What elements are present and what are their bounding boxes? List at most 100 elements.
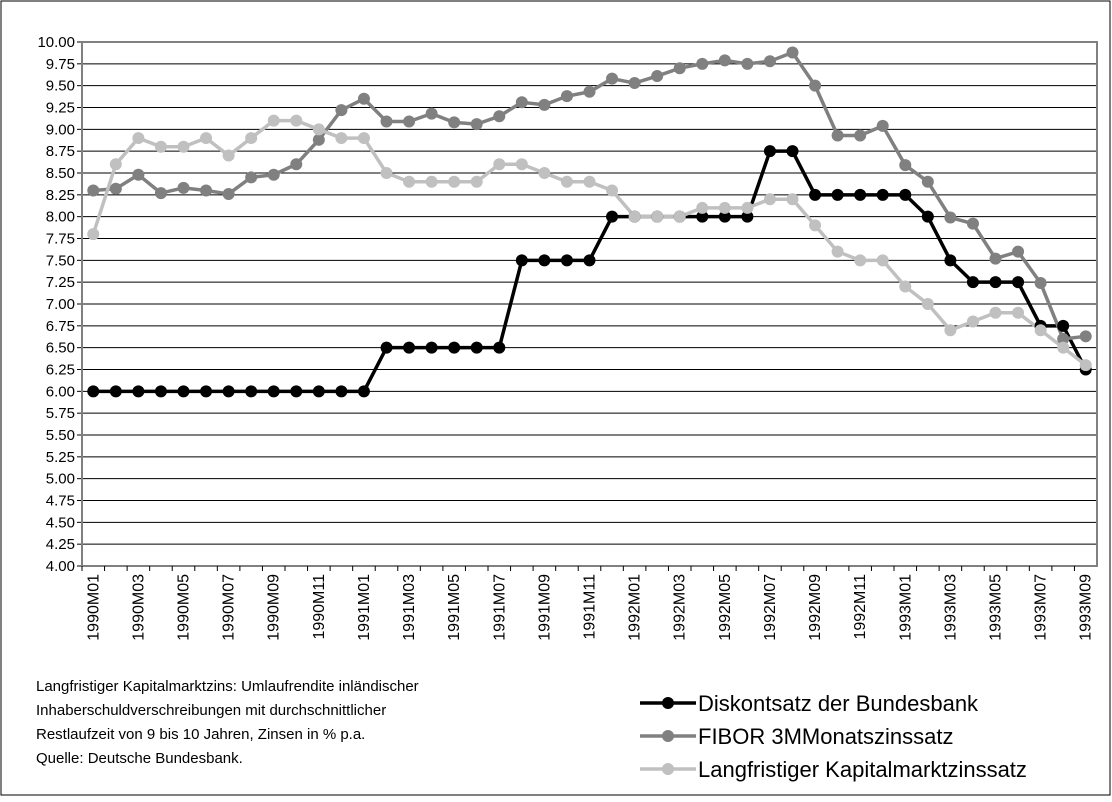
y-tick-label: 5.25 bbox=[46, 449, 75, 466]
data-point bbox=[493, 158, 506, 171]
y-tick-label: 8.00 bbox=[46, 209, 75, 226]
data-point bbox=[696, 201, 709, 214]
data-point bbox=[786, 145, 799, 158]
x-tick-label: 1991M05 bbox=[446, 574, 463, 641]
x-tick-label: 1991M03 bbox=[401, 574, 418, 641]
data-point bbox=[177, 140, 190, 153]
data-point bbox=[921, 210, 934, 223]
data-point bbox=[154, 140, 167, 153]
data-point bbox=[718, 201, 731, 214]
data-point bbox=[109, 158, 122, 171]
data-point bbox=[132, 385, 145, 398]
data-point bbox=[448, 175, 461, 188]
data-point bbox=[267, 385, 280, 398]
data-point bbox=[245, 385, 258, 398]
data-point bbox=[809, 188, 822, 201]
x-tick-label: 1991M09 bbox=[536, 574, 553, 641]
data-point bbox=[651, 210, 664, 223]
data-point bbox=[1034, 324, 1047, 337]
legend-label: Diskontsatz der Bundesbank bbox=[698, 691, 979, 716]
data-point bbox=[606, 210, 619, 223]
data-point bbox=[403, 175, 416, 188]
data-point bbox=[109, 385, 122, 398]
y-tick-label: 7.25 bbox=[46, 274, 75, 291]
footnote: Langfristiger Kapitalmarktzins: Umlaufre… bbox=[36, 678, 419, 695]
y-tick-label: 9.50 bbox=[46, 78, 75, 95]
data-point bbox=[763, 55, 776, 68]
data-point bbox=[606, 184, 619, 197]
data-point bbox=[290, 158, 303, 171]
data-point bbox=[312, 133, 325, 146]
data-point bbox=[831, 129, 844, 142]
data-point bbox=[538, 167, 551, 179]
legend-marker bbox=[662, 697, 674, 709]
footnote: Quelle: Deutsche Bundesbank. bbox=[36, 750, 243, 767]
data-point bbox=[560, 175, 573, 188]
data-point bbox=[87, 385, 100, 398]
data-point bbox=[200, 385, 213, 398]
y-tick-label: 6.75 bbox=[46, 318, 75, 335]
data-point bbox=[1079, 359, 1092, 372]
data-point bbox=[921, 298, 934, 310]
data-point bbox=[87, 184, 100, 197]
x-tick-label: 1991M07 bbox=[491, 574, 508, 641]
data-point bbox=[763, 193, 776, 206]
y-tick-label: 9.00 bbox=[46, 121, 75, 138]
data-point bbox=[1057, 341, 1070, 354]
data-point bbox=[583, 175, 596, 188]
data-point bbox=[741, 201, 754, 214]
x-tick-label: 1992M01 bbox=[627, 574, 644, 641]
footnote: Restlaufzeit von 9 bis 10 Jahren, Zinsen… bbox=[36, 726, 365, 743]
y-tick-label: 4.75 bbox=[46, 493, 75, 510]
legend-marker bbox=[662, 763, 674, 775]
data-point bbox=[245, 171, 258, 184]
data-point bbox=[876, 119, 889, 132]
data-point bbox=[966, 217, 979, 230]
data-point bbox=[560, 254, 573, 267]
data-point bbox=[944, 254, 957, 267]
data-point bbox=[132, 168, 145, 181]
x-tick-label: 1990M01 bbox=[85, 574, 102, 641]
data-point bbox=[1034, 277, 1047, 290]
legend-label: Langfristiger Kapitalmarktzinssatz bbox=[698, 757, 1027, 782]
x-tick-label: 1990M09 bbox=[266, 574, 283, 641]
data-point bbox=[899, 280, 912, 293]
data-point bbox=[515, 254, 528, 267]
data-point bbox=[200, 132, 213, 145]
y-tick-label: 6.50 bbox=[46, 340, 75, 357]
data-point bbox=[403, 115, 416, 128]
y-tick-label: 7.75 bbox=[46, 231, 75, 248]
y-tick-label: 8.75 bbox=[46, 143, 75, 160]
data-point bbox=[335, 104, 348, 117]
data-point bbox=[1057, 332, 1070, 345]
y-tick-label: 6.00 bbox=[46, 383, 75, 400]
data-point bbox=[809, 219, 822, 232]
x-tick-label: 1992M07 bbox=[762, 574, 779, 641]
x-tick-label: 1990M07 bbox=[221, 574, 238, 641]
data-point bbox=[560, 90, 573, 103]
x-tick-label: 1992M03 bbox=[672, 574, 689, 641]
data-point bbox=[718, 54, 731, 67]
x-tick-label: 1993M05 bbox=[988, 574, 1005, 641]
x-tick-label: 1990M11 bbox=[311, 574, 328, 640]
y-tick-label: 5.75 bbox=[46, 405, 75, 422]
data-point bbox=[673, 210, 686, 223]
data-point bbox=[380, 115, 393, 128]
data-point bbox=[357, 132, 370, 145]
x-tick-label: 1992M09 bbox=[807, 574, 824, 641]
data-point bbox=[966, 276, 979, 289]
data-point bbox=[966, 315, 979, 328]
data-point bbox=[380, 341, 393, 354]
x-tick-label: 1991M11 bbox=[582, 574, 599, 640]
data-point bbox=[831, 188, 844, 201]
y-tick-label: 4.50 bbox=[46, 514, 75, 531]
data-point bbox=[448, 341, 461, 354]
data-point bbox=[515, 96, 528, 109]
data-point bbox=[718, 210, 731, 223]
data-point bbox=[132, 132, 145, 145]
y-tick-label: 4.25 bbox=[46, 536, 75, 553]
data-point bbox=[222, 187, 235, 200]
data-point bbox=[245, 132, 258, 145]
data-point bbox=[357, 92, 370, 105]
